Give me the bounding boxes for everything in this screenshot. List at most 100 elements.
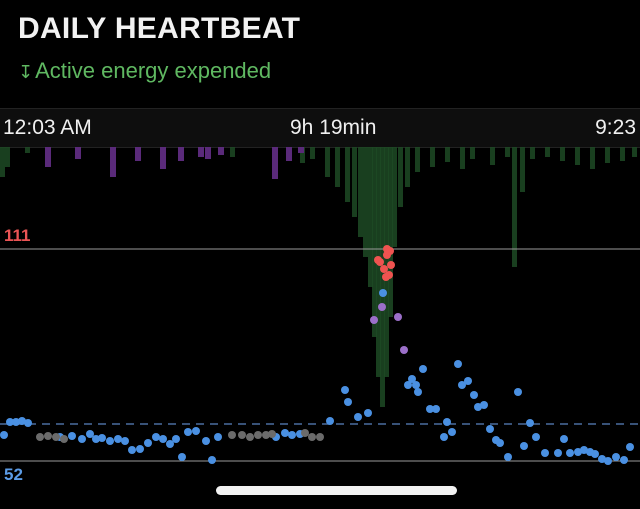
heart-rate-point [98,434,106,442]
energy-bar-purple [272,147,278,179]
energy-bar [470,147,475,159]
duration: 9h 19min [290,116,377,139]
energy-bar-purple [110,147,116,177]
heart-rate-point [383,245,391,253]
home-indicator[interactable] [216,486,457,495]
energy-bar [530,147,535,159]
energy-bar [430,147,435,167]
heart-rate-point [620,456,628,464]
heart-rate-point [419,365,427,373]
heartbeat-chart[interactable] [0,147,640,486]
heart-rate-point [262,431,270,439]
energy-bar [575,147,580,165]
energy-bar-purple [75,147,81,159]
energy-bar-purple [178,147,184,161]
heart-rate-point [172,435,180,443]
energy-bar-purple [286,147,292,161]
heart-rate-point [166,440,174,448]
heart-rate-point [144,439,152,447]
energy-bar-purple [135,147,141,161]
energy-bar [352,147,357,217]
energy-bar [230,147,235,157]
heart-rate-point [246,433,254,441]
energy-bar [445,147,450,162]
heart-rate-point [316,433,324,441]
heart-rate-point [400,346,408,354]
heart-rate-point [458,381,466,389]
heart-rate-point [541,449,549,457]
heart-rate-point [121,437,129,445]
energy-bar [388,147,393,317]
heart-rate-point [344,398,352,406]
heart-rate-point [394,313,402,321]
heart-rate-point [591,450,599,458]
heart-rate-point [36,433,44,441]
heart-rate-point [464,377,472,385]
energy-bar [632,147,637,157]
heart-rate-point [414,388,422,396]
heart-rate-point [604,457,612,465]
energy-bar [363,147,368,257]
heart-rate-point [106,437,114,445]
heart-rate-point [114,435,122,443]
energy-bar [25,147,30,153]
heart-rate-point [159,435,167,443]
heart-rate-point [208,456,216,464]
energy-bar [590,147,595,169]
heart-rate-point [370,316,378,324]
heart-rate-point [380,265,388,273]
heart-rate-point [78,435,86,443]
heart-rate-point [354,413,362,421]
heart-rate-point [202,437,210,445]
subtitle-label: Active energy expended [35,58,272,83]
energy-bar-purple [160,147,166,169]
start-time: 12:03 AM [3,116,92,139]
heart-rate-point [178,453,186,461]
heart-rate-point [92,435,100,443]
energy-bar [520,147,525,192]
heart-rate-point [52,433,60,441]
heart-rate-point [364,409,372,417]
energy-bar [345,147,350,202]
energy-bar [358,147,363,237]
heart-rate-point [566,449,574,457]
heart-rate-point [486,425,494,433]
heart-rate-point [454,360,462,368]
energy-bar [5,147,10,167]
energy-bar-purple [218,147,224,155]
energy-bar [325,147,330,177]
energy-bar [300,147,305,163]
heart-rate-point [288,431,296,439]
heart-rate-point [379,289,387,297]
energy-bar [372,147,377,337]
heart-rate-point [432,405,440,413]
energy-bar [368,147,373,287]
heart-rate-point [480,401,488,409]
heart-rate-point [443,418,451,426]
energy-bar [545,147,550,157]
energy-bar [398,147,403,207]
energy-bar [505,147,510,157]
heart-rate-point [281,429,289,437]
heart-rate-point [128,446,136,454]
heart-rate-point [404,381,412,389]
heart-rate-point [192,427,200,435]
heart-rate-point [560,435,568,443]
heart-rate-point [24,419,32,427]
heart-rate-point [152,433,160,441]
heart-rate-point [520,442,528,450]
heart-rate-point [341,386,349,394]
heart-rate-point [496,439,504,447]
energy-bar [460,147,465,169]
subtitle: ↧Active energy expended [18,58,271,84]
energy-bar [384,147,389,377]
energy-bar-purple [45,147,51,167]
energy-bar [620,147,625,161]
energy-bar [512,147,517,267]
heart-rate-point [136,445,144,453]
heart-rate-point [514,388,522,396]
energy-bar [560,147,565,161]
time-range-bar: 12:03 AM 9h 19min 9:23 [0,108,640,148]
low-threshold-label: 52 [4,465,23,484]
heart-rate-point [6,418,14,426]
